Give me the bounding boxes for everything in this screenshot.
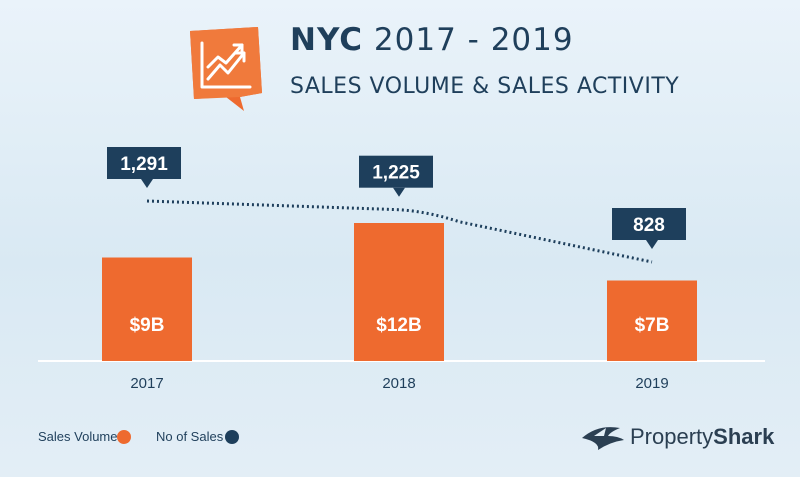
chart-subtitle: SALES VOLUME & SALES ACTIVITY (290, 74, 680, 99)
sales-callout-pointer (393, 187, 405, 197)
sales-value-label: 1,225 (372, 163, 420, 184)
legend-dot-sales-volume (117, 430, 131, 444)
chart-title: NYC 2017 - 2019 (290, 22, 574, 58)
title-city: NYC (290, 22, 364, 58)
sales-callout-box (612, 208, 686, 240)
bar-2017 (102, 257, 192, 361)
sales-value-label: 1,291 (120, 154, 168, 175)
brand-logo: Property Shark (580, 420, 774, 454)
brand-name-regular: Property (630, 424, 714, 449)
sales-callout-box (107, 147, 181, 179)
legend-label-sales-volume: Sales Volume (38, 429, 118, 444)
bar-value-label: $7B (635, 315, 670, 336)
x-tick-label: 2018 (382, 375, 415, 392)
bar-value-label: $9B (130, 315, 165, 336)
legend-dot-no-of-sales (225, 430, 239, 444)
bar-value-label: $12B (376, 315, 421, 336)
sales-value-label: 828 (633, 215, 665, 236)
sales-callout-box (359, 155, 433, 188)
x-tick-label: 2019 (635, 375, 668, 392)
chart-growth-icon (190, 27, 262, 111)
bar-2018 (354, 223, 444, 361)
x-tick-label: 2017 (130, 375, 163, 392)
shark-logo-icon (582, 427, 624, 450)
legend-label-no-of-sales: No of Sales (156, 429, 224, 444)
bar-2019 (607, 280, 697, 361)
brand-name-bold: Shark (713, 424, 775, 449)
sales-callout-pointer (141, 179, 153, 188)
sales-callout-pointer (646, 240, 658, 249)
title-years: 2017 - 2019 (373, 22, 574, 58)
